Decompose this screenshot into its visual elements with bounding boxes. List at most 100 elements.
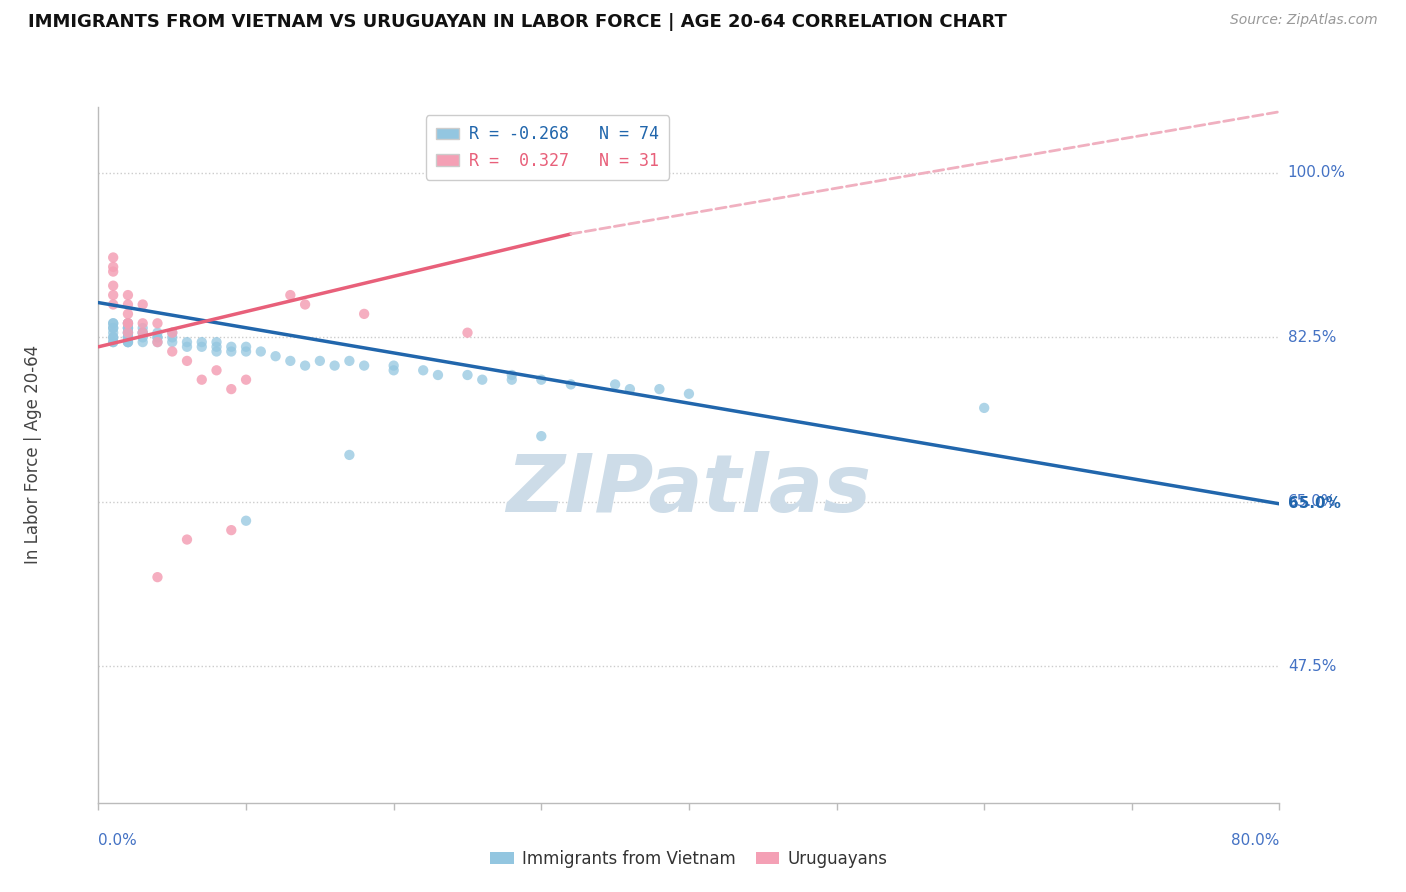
Point <box>235 373 257 387</box>
Point <box>648 382 671 396</box>
Point <box>117 330 139 344</box>
Point <box>132 326 155 340</box>
Point <box>471 373 494 387</box>
Point <box>456 368 478 382</box>
Point <box>176 533 198 547</box>
Point <box>117 330 139 344</box>
Point <box>132 321 155 335</box>
Point <box>162 344 183 359</box>
Point <box>205 363 228 377</box>
Point <box>560 377 582 392</box>
Point <box>117 316 139 330</box>
Point <box>219 344 242 359</box>
Point <box>117 307 139 321</box>
Point <box>235 344 257 359</box>
Point <box>117 335 139 350</box>
Point <box>117 321 139 335</box>
Text: ZIPatlas: ZIPatlas <box>506 450 872 529</box>
Point <box>146 330 169 344</box>
Point <box>205 340 228 354</box>
Point <box>117 316 139 330</box>
Point <box>176 335 198 350</box>
Point <box>264 349 287 363</box>
Point <box>146 570 169 584</box>
Point <box>117 288 139 302</box>
Point <box>530 429 553 443</box>
Point <box>132 330 155 344</box>
Text: 65.0%: 65.0% <box>1288 494 1336 509</box>
Point <box>103 251 125 265</box>
Point <box>117 316 139 330</box>
Point <box>501 368 523 382</box>
Point <box>162 330 183 344</box>
Point <box>219 382 242 396</box>
Point <box>162 335 183 350</box>
Point <box>117 297 139 311</box>
Point <box>162 326 183 340</box>
Point <box>117 326 139 340</box>
Point <box>353 307 375 321</box>
Point <box>278 354 302 368</box>
Point <box>382 363 405 377</box>
Point <box>530 373 553 387</box>
Point <box>294 359 316 373</box>
Point <box>132 326 155 340</box>
Point <box>117 335 139 350</box>
Point <box>103 260 125 274</box>
Point <box>427 368 450 382</box>
Point <box>501 373 523 387</box>
Point <box>117 330 139 344</box>
Text: 80.0%: 80.0% <box>1232 833 1279 848</box>
Point <box>103 316 125 330</box>
Text: 100.0%: 100.0% <box>1288 165 1346 180</box>
Point <box>103 330 125 344</box>
Point <box>162 326 183 340</box>
Point <box>103 321 125 335</box>
Point <box>250 344 273 359</box>
Point <box>191 340 214 354</box>
Point <box>117 326 139 340</box>
Point <box>973 401 995 415</box>
Point <box>176 340 198 354</box>
Point <box>103 288 125 302</box>
Point <box>191 335 214 350</box>
Point <box>117 330 139 344</box>
Point <box>146 326 169 340</box>
Point <box>117 321 139 335</box>
Point <box>146 335 169 350</box>
Point <box>132 297 155 311</box>
Point <box>132 335 155 350</box>
Point <box>219 340 242 354</box>
Point <box>103 326 125 340</box>
Point <box>103 264 125 278</box>
Point <box>103 335 125 350</box>
Point <box>117 335 139 350</box>
Point <box>103 321 125 335</box>
Point <box>382 359 405 373</box>
Point <box>146 316 169 330</box>
Point <box>337 448 360 462</box>
Point <box>219 523 242 537</box>
Point <box>103 278 125 293</box>
Point <box>132 326 155 340</box>
Point <box>205 335 228 350</box>
Point <box>309 354 332 368</box>
Text: 0.0%: 0.0% <box>98 833 138 848</box>
Point <box>176 354 198 368</box>
Point <box>117 326 139 340</box>
Point <box>117 321 139 335</box>
Point <box>132 316 155 330</box>
Point <box>103 297 125 311</box>
Point <box>278 288 302 302</box>
Point <box>103 330 125 344</box>
Point <box>337 354 360 368</box>
Point <box>117 316 139 330</box>
Text: Source: ZipAtlas.com: Source: ZipAtlas.com <box>1230 13 1378 28</box>
Text: IMMIGRANTS FROM VIETNAM VS URUGUAYAN IN LABOR FORCE | AGE 20-64 CORRELATION CHAR: IMMIGRANTS FROM VIETNAM VS URUGUAYAN IN … <box>28 13 1007 31</box>
Point <box>412 363 434 377</box>
Text: 65.0%: 65.0% <box>1288 496 1341 511</box>
Point <box>103 335 125 350</box>
Point <box>605 377 627 392</box>
Point <box>103 316 125 330</box>
Point <box>235 514 257 528</box>
